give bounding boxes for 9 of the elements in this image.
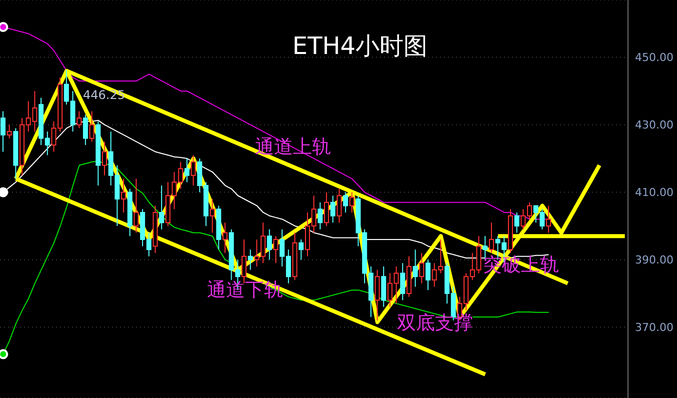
- text: ETH4小时图: [292, 32, 428, 60]
- y-tick-label: 450.00: [635, 51, 674, 64]
- y-tick-label: 410.00: [635, 186, 674, 200]
- annotation: 446.25: [83, 88, 125, 102]
- annotation: 双底支撑: [397, 312, 473, 334]
- annotation: 通道上轨: [255, 136, 331, 158]
- y-tick-label: 430.00: [635, 118, 674, 132]
- y-tick-label: 370.00: [635, 321, 674, 334]
- y-tick-label: 390.00: [635, 254, 674, 267]
